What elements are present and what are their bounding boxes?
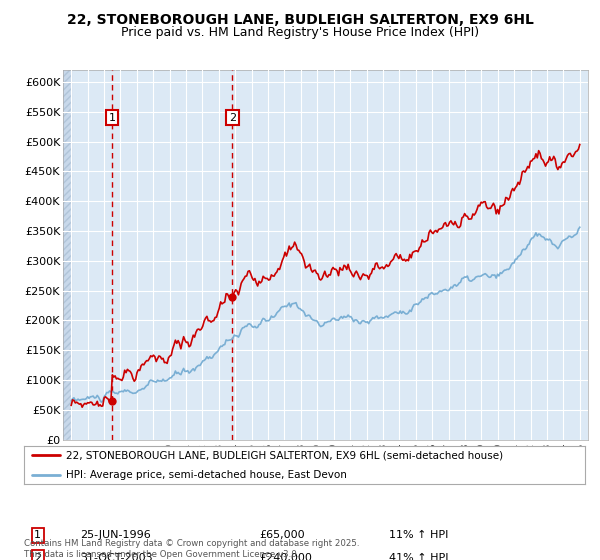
Text: 22, STONEBOROUGH LANE, BUDLEIGH SALTERTON, EX9 6HL: 22, STONEBOROUGH LANE, BUDLEIGH SALTERTO… [67,13,533,27]
Text: 2: 2 [34,553,41,560]
Text: Price paid vs. HM Land Registry's House Price Index (HPI): Price paid vs. HM Land Registry's House … [121,26,479,39]
Text: 25-JUN-1996: 25-JUN-1996 [80,530,151,540]
Text: Contains HM Land Registry data © Crown copyright and database right 2025.
This d: Contains HM Land Registry data © Crown c… [24,539,359,559]
Text: 2: 2 [229,113,236,123]
Text: £65,000: £65,000 [260,530,305,540]
Text: 1: 1 [109,113,115,123]
Text: HPI: Average price, semi-detached house, East Devon: HPI: Average price, semi-detached house,… [66,470,347,480]
Text: 22, STONEBOROUGH LANE, BUDLEIGH SALTERTON, EX9 6HL (semi-detached house): 22, STONEBOROUGH LANE, BUDLEIGH SALTERTO… [66,450,503,460]
Text: 1: 1 [34,530,41,540]
Text: 41% ↑ HPI: 41% ↑ HPI [389,553,448,560]
Text: 11% ↑ HPI: 11% ↑ HPI [389,530,448,540]
Text: 31-OCT-2003: 31-OCT-2003 [80,553,153,560]
Polygon shape [63,70,71,440]
Text: £240,000: £240,000 [260,553,313,560]
